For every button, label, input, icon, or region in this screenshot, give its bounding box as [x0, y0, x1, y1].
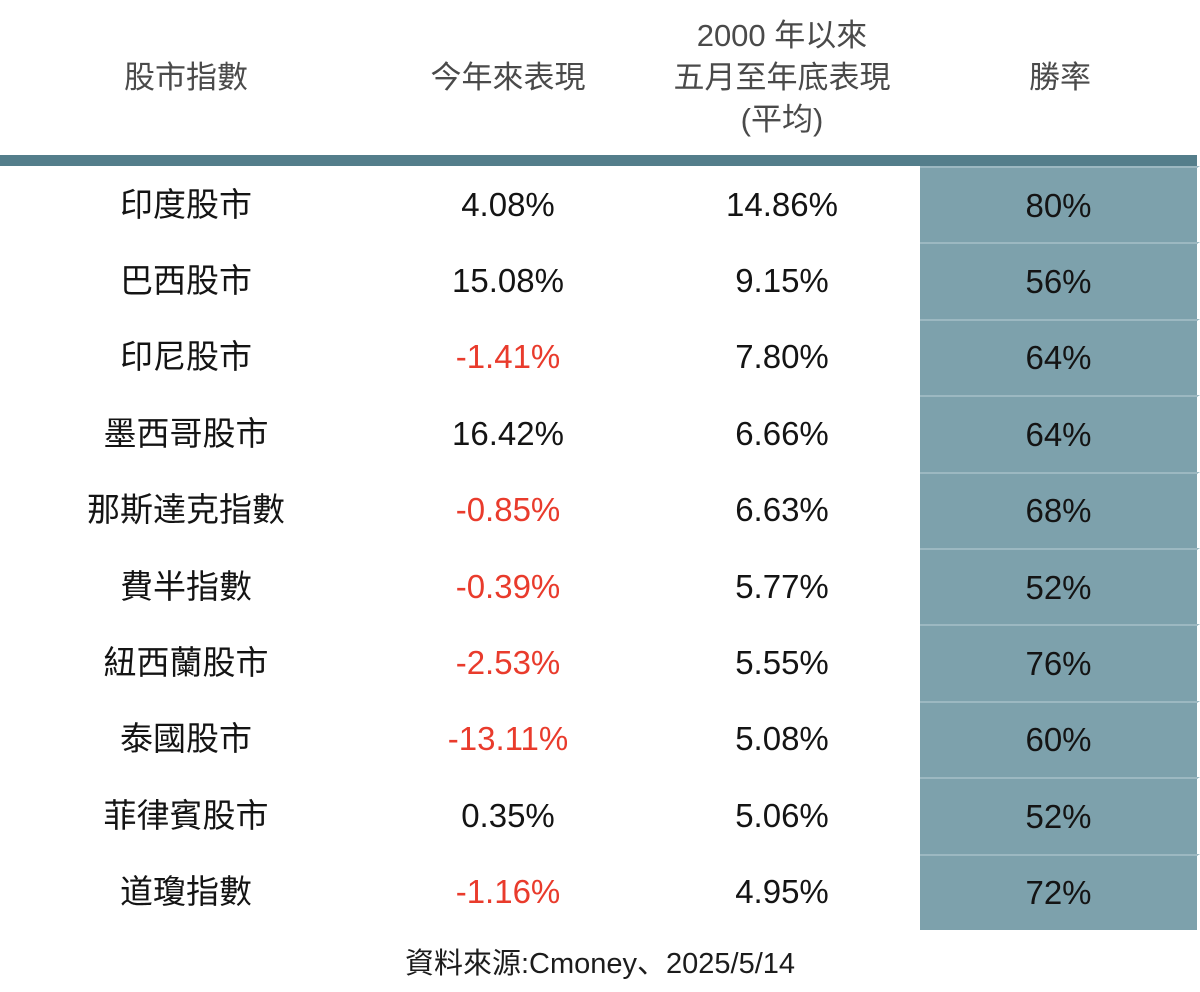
cell-market: 道瓊指數	[120, 873, 252, 911]
cell-avg-may-to-eoy: 7.80%	[735, 338, 829, 376]
column-header-label-line1: 2000 年以來	[696, 17, 868, 53]
cell-market: 印尼股市	[120, 338, 252, 376]
table-row: 費半指數 -0.39% 5.77% 52%	[0, 547, 1200, 625]
table-row: 道瓊指數 -1.16% 4.95% 72%	[0, 853, 1200, 930]
cell-win-rate: 72%	[920, 853, 1200, 930]
cell-win-rate: 64%	[920, 395, 1200, 472]
cell-win-rate: 80%	[920, 166, 1200, 243]
column-header-label: 今年來表現	[430, 59, 586, 95]
table-row: 紐西蘭股市 -2.53% 5.55% 76%	[0, 624, 1200, 701]
cell-market: 巴西股市	[120, 262, 252, 300]
header-divider-bar	[0, 155, 1197, 166]
cell-market: 墨西哥股市	[103, 414, 269, 452]
table-row: 墨西哥股市 16.42% 6.66% 64%	[0, 395, 1200, 472]
column-header-avg-may-to-year-end: 2000 年以來 五月至年底表現 (平均)	[644, 15, 920, 141]
column-header-market-index: 股市指數	[0, 57, 372, 99]
table-row: 巴西股市 15.08% 9.15% 56%	[0, 242, 1200, 319]
cell-ytd: 15.08%	[452, 262, 564, 300]
column-header-label: 勝率	[1029, 59, 1091, 95]
cell-avg-may-to-eoy: 5.55%	[735, 644, 829, 682]
column-header-label: 股市指數	[124, 59, 248, 95]
cell-ytd: -1.16%	[455, 873, 561, 911]
cell-avg-may-to-eoy: 5.06%	[735, 796, 829, 834]
table-header-row: 股市指數 今年來表現 2000 年以來 五月至年底表現 (平均) 勝率	[0, 0, 1200, 155]
cell-market: 菲律賓股市	[103, 796, 269, 834]
column-header-win-rate: 勝率	[920, 57, 1200, 99]
cell-avg-may-to-eoy: 5.77%	[735, 567, 829, 605]
cell-market: 費半指數	[120, 567, 252, 605]
cell-avg-may-to-eoy: 4.95%	[735, 873, 829, 911]
table-body: 印度股市 4.08% 14.86% 80% 巴西股市 15.08% 9.15% …	[0, 166, 1200, 930]
table-row: 那斯達克指數 -0.85% 6.63% 68%	[0, 471, 1200, 548]
cell-ytd: -2.53%	[455, 644, 561, 682]
column-header-label-line2: 五月至年底表現	[673, 59, 891, 95]
cell-ytd: 16.42%	[452, 414, 564, 452]
cell-ytd: -0.39%	[455, 567, 561, 605]
cell-market: 泰國股市	[120, 720, 252, 758]
cell-market: 那斯達克指數	[87, 491, 285, 529]
cell-avg-may-to-eoy: 6.66%	[735, 414, 829, 452]
source-note: 資料來源:Cmoney、2025/5/14	[404, 948, 796, 980]
cell-ytd: 0.35%	[461, 796, 555, 834]
table-row: 印尼股市 -1.41% 7.80% 64%	[0, 318, 1200, 396]
cell-win-rate: 64%	[920, 318, 1200, 396]
cell-avg-may-to-eoy: 6.63%	[735, 491, 829, 529]
cell-ytd: -1.41%	[455, 338, 561, 376]
table-row: 菲律賓股市 0.35% 5.06% 52%	[0, 777, 1200, 854]
cell-win-rate: 52%	[920, 777, 1200, 854]
cell-market: 印度股市	[120, 185, 252, 223]
cell-win-rate: 52%	[920, 547, 1200, 625]
column-header-label-line3: (平均)	[740, 101, 824, 137]
column-header-ytd-performance: 今年來表現	[372, 57, 644, 99]
cell-ytd: -0.85%	[455, 491, 561, 529]
cell-win-rate: 56%	[920, 242, 1200, 319]
cell-ytd: -13.11%	[447, 720, 569, 758]
table-row: 泰國股市 -13.11% 5.08% 60%	[0, 700, 1200, 778]
cell-avg-may-to-eoy: 9.15%	[735, 262, 829, 300]
table-row: 印度股市 4.08% 14.86% 80%	[0, 166, 1200, 243]
cell-win-rate: 60%	[920, 700, 1200, 778]
cell-market: 紐西蘭股市	[103, 644, 269, 682]
cell-win-rate: 76%	[920, 624, 1200, 701]
cell-win-rate: 68%	[920, 471, 1200, 548]
cell-avg-may-to-eoy: 14.86%	[726, 185, 838, 223]
cell-avg-may-to-eoy: 5.08%	[735, 720, 829, 758]
cell-ytd: 4.08%	[461, 185, 555, 223]
